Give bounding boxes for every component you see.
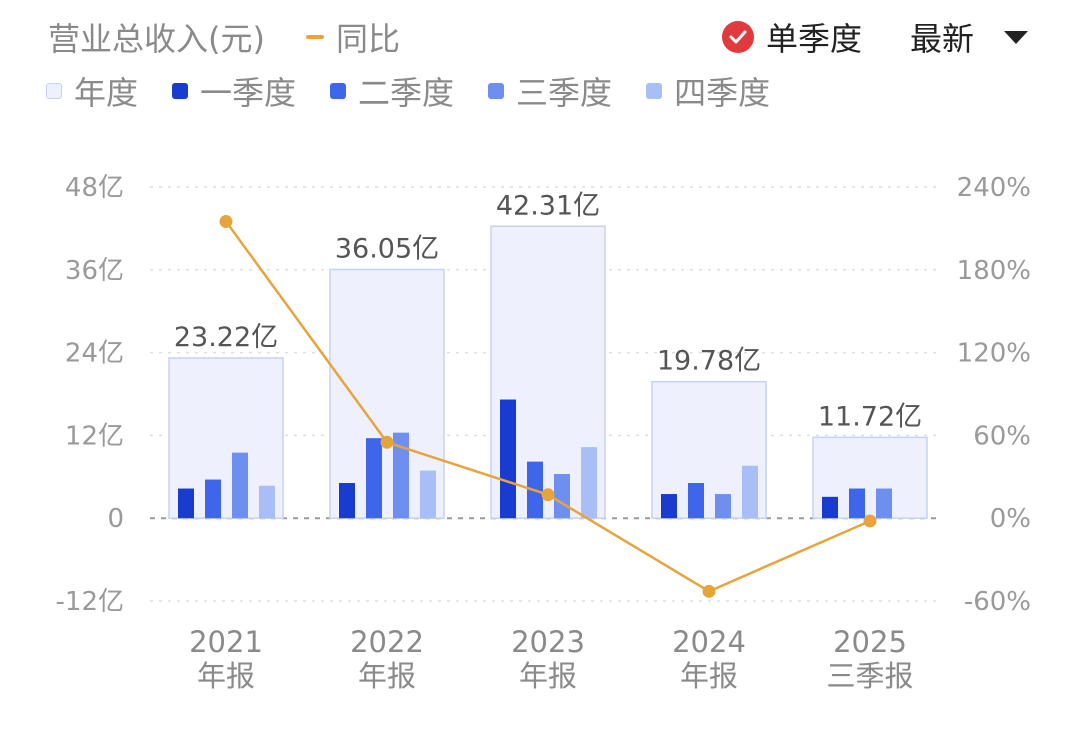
y-left-tick-label: 36亿 xyxy=(65,256,124,286)
quarter-bar-2 xyxy=(205,479,221,519)
y-right-tick-label: -60% xyxy=(964,587,1031,617)
yoy-point xyxy=(863,514,877,528)
quarter-bar-3 xyxy=(232,452,248,519)
sort-dropdown-label: 最新 xyxy=(910,20,975,58)
x-tick-period: 年报 xyxy=(197,659,255,693)
annual-data-label: 42.31亿 xyxy=(496,190,600,221)
quarter-bar-4 xyxy=(259,485,275,519)
legend-label: 三季度 xyxy=(516,74,613,112)
y-right-tick-label: 0% xyxy=(990,504,1031,534)
annual-data-label: 23.22亿 xyxy=(174,322,278,353)
single-quarter-toggle[interactable]: 单季度 xyxy=(722,14,862,60)
quarter-bar-3 xyxy=(554,474,570,519)
yoy-point xyxy=(541,488,555,502)
chart-header: 营业总收入(元) 同比 单季度 最新 年度 一季度 二季度 三季度 xyxy=(0,0,1080,120)
chart-title: 营业总收入(元) xyxy=(48,20,265,58)
legend-label: 二季度 xyxy=(358,74,455,112)
yoy-point xyxy=(219,215,233,228)
quarter-bar-3 xyxy=(715,494,731,519)
quarter-bar-1 xyxy=(822,496,838,519)
legend-item-q1[interactable]: 一季度 xyxy=(172,68,296,114)
quarter-bar-3 xyxy=(393,432,409,519)
legend-item-q2[interactable]: 二季度 xyxy=(330,68,454,114)
x-tick-period: 年报 xyxy=(680,659,738,693)
quarter-bar-2 xyxy=(849,488,865,519)
legend-yoy-label: 同比 xyxy=(336,20,401,58)
y-right-tick-label: 180% xyxy=(957,256,1031,286)
legend-item-annual[interactable]: 年度 xyxy=(46,68,138,114)
y-right-tick-label: 120% xyxy=(957,339,1031,369)
x-tick-year: 2021 xyxy=(189,625,263,659)
x-tick-year: 2025 xyxy=(833,625,907,659)
legend-swatch xyxy=(46,83,62,99)
quarter-bar-3 xyxy=(876,488,892,519)
sort-dropdown[interactable]: 最新 xyxy=(910,14,1029,60)
y-left-tick-label: -12亿 xyxy=(56,587,124,617)
check-icon xyxy=(722,21,754,53)
x-tick-period: 年报 xyxy=(519,659,577,693)
y-left-tick-label: 0 xyxy=(107,504,124,534)
quarter-bar-1 xyxy=(500,399,516,519)
quarter-bar-2 xyxy=(366,438,382,519)
yoy-point xyxy=(380,435,394,449)
y-left-tick-label: 24亿 xyxy=(65,339,124,369)
legend-swatch xyxy=(172,83,189,99)
legend-swatch xyxy=(646,83,663,99)
caret-down-icon xyxy=(1004,30,1029,44)
x-tick-period: 三季报 xyxy=(826,659,913,693)
x-tick-year: 2023 xyxy=(511,625,585,659)
quarter-bar-4 xyxy=(742,465,758,519)
legend-label: 四季度 xyxy=(674,74,771,112)
yoy-line-swatch xyxy=(306,35,324,39)
legend-label: 一季度 xyxy=(200,74,297,112)
y-right-tick-label: 60% xyxy=(973,421,1031,451)
legend-yoy[interactable]: 同比 xyxy=(306,14,400,60)
legend-swatch xyxy=(330,83,347,99)
quarter-bar-4 xyxy=(420,470,436,519)
quarter-bar-1 xyxy=(339,483,355,519)
y-right-tick-label: 240% xyxy=(957,173,1031,203)
legend: 年度 一季度 二季度 三季度 四季度 xyxy=(46,68,804,114)
quarter-bar-4 xyxy=(581,447,597,519)
yoy-point xyxy=(702,584,716,598)
legend-swatch xyxy=(488,83,505,99)
annual-data-label: 36.05亿 xyxy=(335,233,439,264)
quarter-bar-1 xyxy=(178,488,194,519)
x-tick-period: 年报 xyxy=(358,659,416,693)
x-tick-year: 2024 xyxy=(672,625,746,659)
quarter-bar-2 xyxy=(688,483,704,519)
annual-data-label: 11.72亿 xyxy=(818,401,922,432)
y-left-tick-label: 12亿 xyxy=(65,421,124,451)
y-left-tick-label: 48亿 xyxy=(65,173,124,203)
single-quarter-label: 单季度 xyxy=(766,20,863,58)
legend-item-q4[interactable]: 四季度 xyxy=(646,68,770,114)
quarter-bar-1 xyxy=(661,494,677,519)
legend-label: 年度 xyxy=(74,74,139,112)
legend-item-q3[interactable]: 三季度 xyxy=(488,68,612,114)
x-tick-year: 2022 xyxy=(350,625,424,659)
annual-data-label: 19.78亿 xyxy=(657,346,761,377)
